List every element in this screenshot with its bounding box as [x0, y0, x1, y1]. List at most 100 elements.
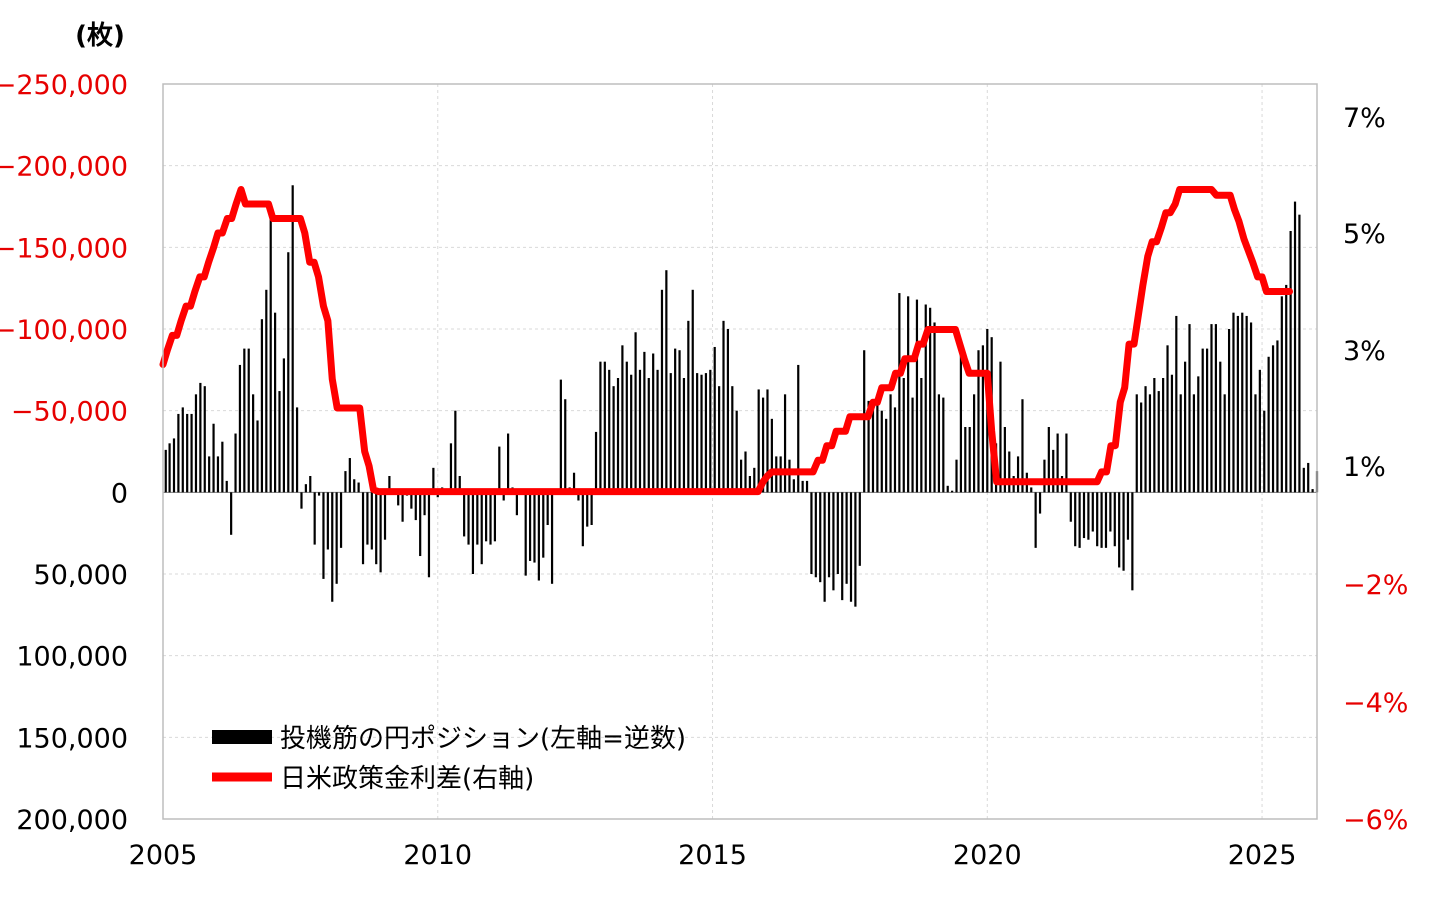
position-bar: [951, 490, 954, 493]
unit-label: (枚): [75, 21, 125, 51]
position-bar: [256, 420, 259, 493]
position-bar: [313, 492, 316, 545]
position-bar: [295, 407, 299, 493]
position-bar: [177, 413, 180, 493]
position-bar: [911, 397, 914, 493]
position-bar: [1166, 345, 1169, 493]
position-bar: [630, 374, 633, 493]
position-bar: [559, 379, 562, 493]
position-bar: [594, 431, 598, 493]
position-bar: [731, 386, 734, 493]
position-bar: [1311, 489, 1314, 493]
position-bar: [353, 479, 356, 493]
position-bar: [665, 270, 668, 493]
position-bar: [1118, 492, 1121, 568]
position-bar: [959, 355, 963, 493]
position-bar: [287, 252, 290, 493]
position-bar: [652, 353, 655, 493]
position-bar: [805, 480, 809, 493]
position-bar: [929, 307, 932, 493]
position-bar: [761, 397, 765, 493]
position-bar: [1078, 492, 1081, 548]
position-bar: [1219, 361, 1222, 493]
position-bar: [1003, 427, 1006, 493]
position-bar: [164, 449, 167, 493]
position-bar: [845, 492, 848, 584]
position-bar: [797, 364, 800, 493]
position-bar: [221, 441, 224, 493]
position-bar: [678, 350, 681, 493]
position-bar: [1087, 492, 1090, 540]
position-bar: [1210, 324, 1213, 493]
position-bar: [537, 492, 540, 581]
position-bar: [1157, 391, 1160, 493]
position-bar: [449, 443, 453, 493]
position-bar: [788, 459, 791, 493]
position-bar: [810, 492, 813, 574]
position-bar: [230, 492, 233, 535]
legend-label-rate-diff: 日米政策金利差(右軸): [280, 764, 534, 794]
position-bar: [252, 394, 255, 493]
position-bar: [656, 369, 659, 493]
position-bar: [700, 374, 703, 493]
position-bar: [792, 479, 795, 493]
position-bar: [1298, 214, 1301, 493]
position-bar: [638, 369, 642, 493]
position-bar: [203, 386, 206, 493]
position-bar: [1245, 315, 1248, 493]
position-bar: [291, 185, 294, 493]
position-bar: [1008, 451, 1011, 493]
position-bar: [814, 492, 817, 578]
position-bar: [1109, 492, 1112, 532]
x-tick-label: 2005: [129, 840, 198, 871]
position-bar: [581, 492, 584, 547]
position-bar: [902, 378, 905, 493]
position-bar: [893, 407, 897, 493]
position-bar: [713, 346, 716, 493]
position-bar: [1179, 394, 1182, 493]
position-bar: [968, 427, 971, 493]
position-bar: [1069, 492, 1072, 522]
position-bar: [1302, 467, 1305, 493]
position-bar: [871, 405, 875, 493]
position-bar: [915, 299, 919, 493]
position-bar: [722, 320, 725, 493]
position-bar: [247, 348, 250, 493]
position-bar: [1122, 492, 1125, 571]
position-bar: [682, 378, 686, 493]
position-bar: [1043, 459, 1046, 493]
position-bar: [304, 484, 307, 493]
position-bar: [955, 459, 958, 493]
right-axis-ticks: 7% 5% 3% 1% −2% −4% −6%: [1343, 103, 1408, 836]
position-bar: [1140, 402, 1143, 493]
position-bar: [937, 394, 941, 493]
position-bar: [383, 492, 387, 540]
position-bar: [1184, 361, 1187, 493]
position-bar: [586, 492, 589, 527]
right-tick-label: −6%: [1343, 805, 1408, 836]
position-bar: [709, 369, 712, 493]
position-bar: [1074, 492, 1077, 547]
position-bar: [370, 492, 373, 550]
position-bar: [819, 492, 822, 583]
position-bar: [260, 319, 264, 493]
position-bar: [427, 492, 431, 578]
position-bar: [836, 492, 839, 574]
position-bar: [616, 378, 620, 493]
position-bar: [1038, 492, 1042, 514]
position-bar: [278, 391, 281, 493]
position-bar: [1030, 487, 1033, 493]
position-bar: [234, 433, 237, 493]
position-bar: [572, 472, 576, 493]
position-bar: [1263, 410, 1266, 493]
position-bar: [753, 467, 756, 493]
position-bar: [880, 410, 883, 493]
position-bar: [361, 492, 365, 565]
position-bar: [467, 492, 470, 545]
position-bar: [502, 492, 505, 501]
position-bar: [542, 492, 545, 558]
rate-diff-path: [159, 186, 1294, 496]
x-tick-label: 2020: [953, 840, 1022, 871]
position-bar: [454, 410, 457, 493]
right-tick-label: −4%: [1343, 688, 1408, 719]
